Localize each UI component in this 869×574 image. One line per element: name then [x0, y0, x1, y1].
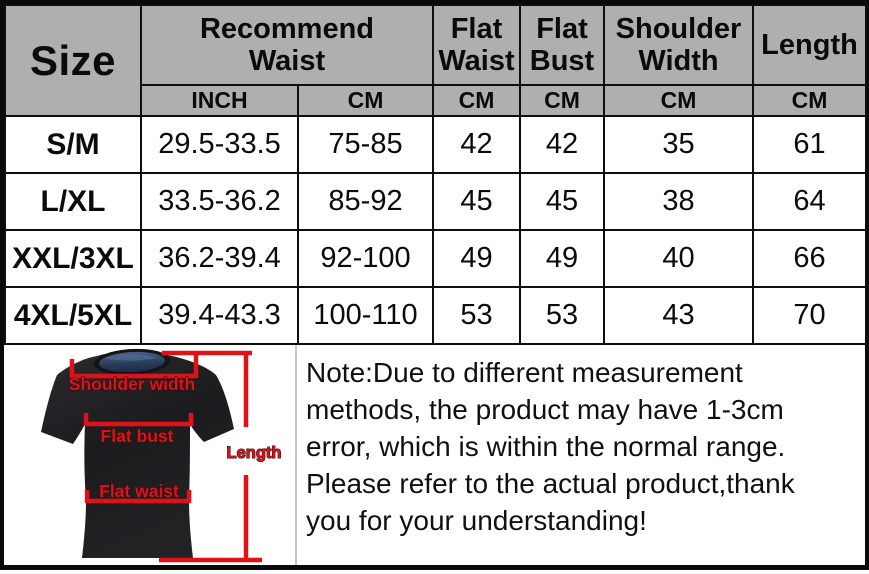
note-line: Please refer to the actual product,thank [306, 468, 795, 499]
size-table: Size Recommend Waist Flat Waist Flat Bus… [4, 4, 867, 345]
column-header-flat-bust: Flat Bust [519, 4, 605, 86]
column-header-shoulder-width: Shoulder Width [603, 4, 754, 86]
value-cell: 53 [519, 286, 605, 345]
value-cell: 66 [752, 229, 867, 288]
note-line: you for your understanding! [306, 505, 647, 536]
value-cell: 92-100 [297, 229, 434, 288]
note-line: Note:Due to different measurement [306, 357, 743, 388]
column-header-length: Length [752, 4, 867, 86]
unit-header-cm-recommend: CM [297, 84, 434, 117]
column-header-recommend-waist-label: Recommend Waist [199, 12, 375, 77]
value-cell: 42 [432, 115, 521, 174]
column-header-flat-waist: Flat Waist [432, 4, 521, 86]
value-cell: 39.4-43.3 [140, 286, 299, 345]
table-row-sm: S/M 29.5-33.5 75-85 42 42 35 61 [4, 115, 867, 174]
value-cell: 36.2-39.4 [140, 229, 299, 288]
collar-highlight [106, 354, 156, 361]
value-cell: 85-92 [297, 172, 434, 231]
flat-waist-label: Flat waist [99, 481, 179, 501]
value-cell: 45 [432, 172, 521, 231]
unit-header-inch: INCH [140, 84, 299, 117]
value-cell: 29.5-33.5 [140, 115, 299, 174]
value-cell: 49 [519, 229, 605, 288]
table-row-lxl: L/XL 33.5-36.2 85-92 45 45 38 64 [4, 172, 867, 231]
value-cell: 53 [432, 286, 521, 345]
column-header-length-label: Length [761, 28, 858, 61]
value-cell: 43 [603, 286, 754, 345]
value-cell: 33.5-36.2 [140, 172, 299, 231]
tshirt-measurement-diagram: Shoulder width Flat bust Flat waist Leng… [4, 345, 297, 565]
tshirt-diagram-svg: Shoulder width Flat bust Flat waist Leng… [41, 348, 282, 563]
note-line: error, which is within the normal range. [306, 431, 786, 462]
table-row-4xl5xl: 4XL/5XL 39.4-43.3 100-110 53 53 43 70 [4, 286, 867, 345]
value-cell: 35 [603, 115, 754, 174]
value-cell: 70 [752, 286, 867, 345]
note-line: methods, the product may have 1-3cm [306, 394, 784, 425]
size-label: 4XL/5XL [4, 286, 142, 345]
unit-header-cm-flat-bust: CM [519, 84, 605, 117]
size-label: S/M [4, 115, 142, 174]
value-cell: 45 [519, 172, 605, 231]
size-label: L/XL [4, 172, 142, 231]
shoulder-width-label: Shoulder width [69, 374, 195, 394]
unit-header-cm-flat-waist: CM [432, 84, 521, 117]
value-cell: 64 [752, 172, 867, 231]
length-label: Length [227, 444, 282, 462]
measurement-lines [69, 350, 262, 563]
value-cell: 42 [519, 115, 605, 174]
value-cell: 61 [752, 115, 867, 174]
note-panel: Note:Due to different measurement method… [297, 345, 865, 565]
table-row-xxl3xl: XXL/3XL 36.2-39.4 92-100 49 49 40 66 [4, 229, 867, 288]
value-cell: 38 [603, 172, 754, 231]
column-header-flat-waist-label: Flat Waist [438, 12, 515, 77]
column-header-size: Size [4, 4, 142, 117]
size-label: XXL/3XL [4, 229, 142, 288]
column-header-flat-bust-label: Flat Bust [529, 12, 595, 77]
column-header-shoulder-width-label: Shoulder Width [615, 12, 742, 77]
measurement-labels: Shoulder width Flat bust Flat waist Leng… [68, 373, 282, 501]
tshirt-silhouette [41, 351, 234, 558]
flat-bust-label: Flat bust [101, 426, 174, 446]
value-cell: 40 [603, 229, 754, 288]
value-cell: 75-85 [297, 115, 434, 174]
column-header-recommend-waist: Recommend Waist [140, 4, 434, 86]
unit-header-cm-length: CM [752, 84, 867, 117]
bottom-section: Shoulder width Flat bust Flat waist Leng… [4, 345, 865, 565]
unit-header-cm-shoulder: CM [603, 84, 754, 117]
value-cell: 100-110 [297, 286, 434, 345]
value-cell: 49 [432, 229, 521, 288]
